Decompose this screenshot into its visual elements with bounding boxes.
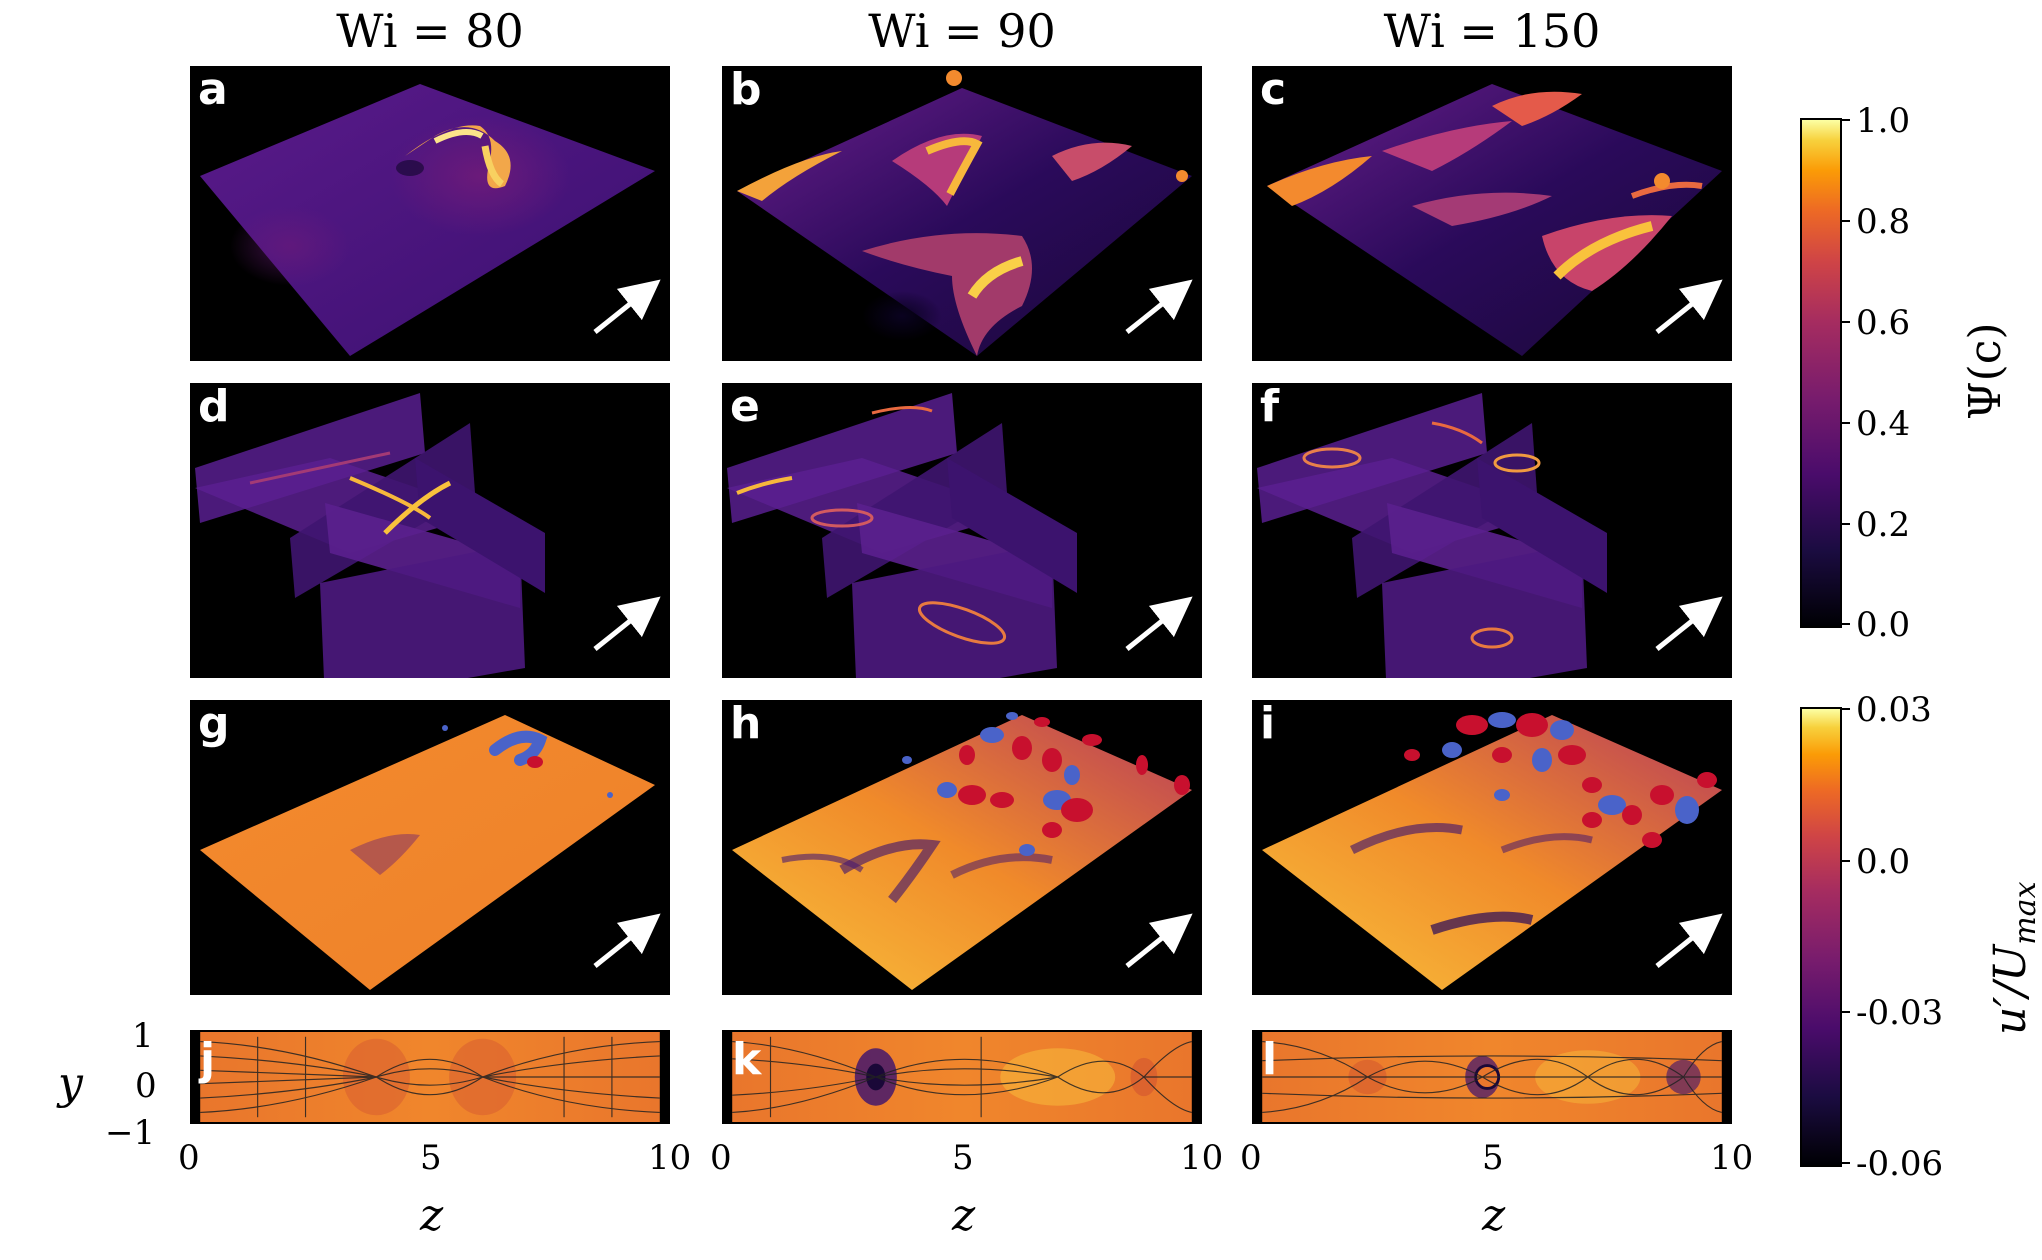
panel-label-b: b xyxy=(730,66,762,115)
ytick-1: 1 xyxy=(132,1016,154,1056)
panel-label-j: j xyxy=(200,1034,216,1085)
column-title-wi80: Wi = 80 xyxy=(336,4,524,58)
psi-tick-0.6: 0.6 xyxy=(1856,303,1911,343)
panel-j-streamlines xyxy=(200,1032,660,1122)
panel-c: c xyxy=(1252,66,1732,361)
column-title-wi150: Wi = 150 xyxy=(1383,4,1601,58)
panel-label-c: c xyxy=(1260,66,1287,115)
panel-b-surface xyxy=(737,70,1192,356)
panel-a-surface xyxy=(200,84,655,356)
panel-g: g xyxy=(190,700,670,995)
psi-tick-0.0: 0.0 xyxy=(1856,605,1911,645)
ytick-0: 0 xyxy=(135,1066,157,1106)
panel-b: b xyxy=(722,66,1202,361)
panel-f: f xyxy=(1252,383,1732,678)
panel-c-surface xyxy=(1267,84,1722,356)
flow-direction-arrow-icon xyxy=(1125,596,1193,651)
ytick-neg1: −1 xyxy=(105,1113,156,1153)
flow-direction-arrow-icon xyxy=(1655,913,1723,968)
psi-tick-0.2: 0.2 xyxy=(1856,505,1911,545)
panel-label-g: g xyxy=(198,700,230,749)
xtick-k-0: 0 xyxy=(710,1138,732,1178)
panel-label-d: d xyxy=(198,383,230,432)
panel-label-f: f xyxy=(1260,383,1280,432)
psi-tick-0.4: 0.4 xyxy=(1856,404,1911,444)
u-tick-0.03: 0.03 xyxy=(1856,690,1932,730)
flow-direction-arrow-icon xyxy=(1655,279,1723,334)
panel-label-l: l xyxy=(1262,1034,1278,1085)
psi-tick-1.0: 1.0 xyxy=(1856,101,1911,141)
colorbar-psi xyxy=(1800,118,1842,628)
xtick-j-0: 0 xyxy=(178,1138,200,1178)
panel-label-i: i xyxy=(1260,700,1276,749)
u-tick-neg0.03: -0.03 xyxy=(1856,993,1944,1033)
panel-h: h xyxy=(722,700,1202,995)
panel-label-k: k xyxy=(732,1034,762,1085)
x-axis-label-k: z xyxy=(952,1190,976,1241)
panel-label-e: e xyxy=(730,383,760,432)
panel-label-h: h xyxy=(730,700,762,749)
panel-j: j xyxy=(190,1030,670,1124)
colorbar-psi-label: Ψ(c) xyxy=(1960,322,2011,420)
panel-k: k xyxy=(722,1030,1202,1124)
flow-direction-arrow-icon xyxy=(593,596,661,651)
xtick-k-5: 5 xyxy=(952,1138,974,1178)
colorbar-u-label: u′/Umax xyxy=(1985,881,2042,1036)
flow-direction-arrow-icon xyxy=(593,913,661,968)
column-title-wi90: Wi = 90 xyxy=(868,4,1056,58)
panel-d: d xyxy=(190,383,670,678)
xtick-j-10: 10 xyxy=(648,1138,692,1178)
panel-k-streamlines xyxy=(732,1032,1192,1122)
u-tick-0.0: 0.0 xyxy=(1856,842,1911,882)
flow-direction-arrow-icon xyxy=(1125,913,1193,968)
flow-direction-arrow-icon xyxy=(1125,279,1193,334)
x-axis-label-j: z xyxy=(420,1190,444,1241)
panel-l: l xyxy=(1252,1030,1732,1124)
flow-direction-arrow-icon xyxy=(593,279,661,334)
panel-d-slices xyxy=(195,393,545,678)
colorbar-u xyxy=(1800,707,1842,1167)
panel-g-surface xyxy=(200,715,655,990)
panel-a: a xyxy=(190,66,670,361)
panel-e-slices xyxy=(727,393,1077,678)
xtick-l-5: 5 xyxy=(1482,1138,1504,1178)
xtick-j-5: 5 xyxy=(420,1138,442,1178)
panel-label-a: a xyxy=(198,66,228,115)
psi-tick-0.8: 0.8 xyxy=(1856,202,1911,242)
u-tick-neg0.06: -0.06 xyxy=(1856,1144,1944,1184)
xtick-k-10: 10 xyxy=(1180,1138,1224,1178)
xtick-l-0: 0 xyxy=(1240,1138,1262,1178)
panel-h-surface xyxy=(732,712,1192,990)
y-axis-label: y xyxy=(58,1058,83,1109)
panel-e: e xyxy=(722,383,1202,678)
xtick-l-10: 10 xyxy=(1710,1138,1754,1178)
panel-f-slices xyxy=(1257,393,1607,678)
panel-i: i xyxy=(1252,700,1732,995)
panel-i-surface xyxy=(1262,712,1722,990)
panel-l-streamlines xyxy=(1262,1032,1722,1122)
x-axis-label-l: z xyxy=(1482,1190,1506,1241)
flow-direction-arrow-icon xyxy=(1655,596,1723,651)
